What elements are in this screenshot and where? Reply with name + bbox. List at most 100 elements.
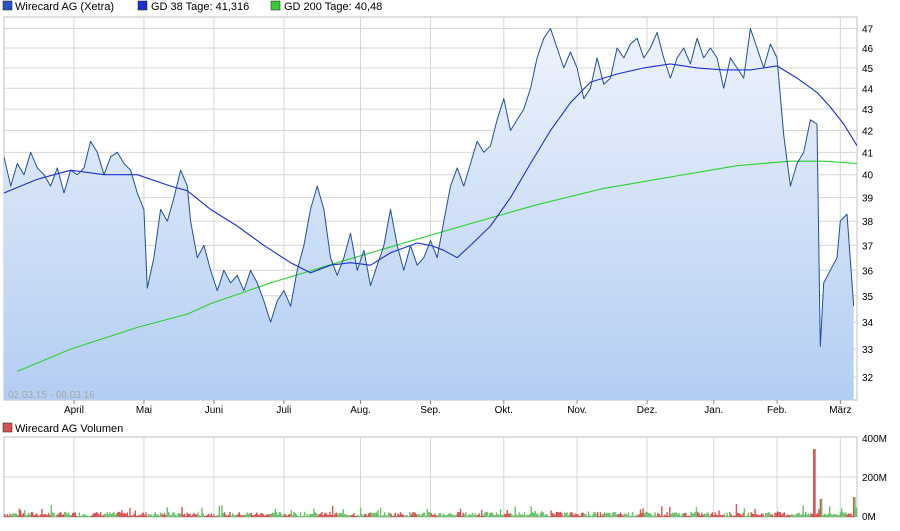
volume-bar	[230, 515, 232, 517]
volume-bar	[317, 515, 319, 517]
volume-bar	[218, 505, 220, 517]
price-tick-label: 45	[862, 64, 874, 75]
volume-bar	[770, 514, 772, 517]
volume-bar	[853, 497, 855, 517]
volume-bar	[370, 512, 372, 517]
volume-bar	[499, 509, 502, 517]
volume-bar	[701, 512, 703, 517]
volume-bar	[619, 512, 622, 517]
volume-bar	[849, 513, 851, 517]
volume-bar	[834, 514, 836, 517]
volume-bar	[537, 513, 539, 517]
volume-bar	[498, 514, 500, 517]
volume-bar	[431, 514, 434, 517]
volume-bar	[290, 510, 292, 517]
volume-bar	[49, 515, 51, 517]
volume-bar	[470, 515, 472, 517]
volume-bar	[518, 512, 520, 517]
volume-bar	[166, 507, 168, 517]
volume-bar	[665, 515, 667, 517]
volume-bar	[463, 514, 466, 517]
price-line	[4, 28, 855, 347]
volume-bar	[151, 515, 154, 517]
volume-bar	[209, 515, 211, 517]
volume-bar	[590, 516, 592, 517]
volume-bar	[479, 516, 482, 517]
volume-bar	[385, 515, 387, 517]
volume-bar	[265, 515, 267, 517]
volume-bar	[450, 514, 452, 517]
volume-bar	[169, 514, 171, 517]
volume-bar	[622, 515, 624, 517]
volume-bar	[185, 515, 187, 517]
volume-bar	[287, 514, 290, 517]
volume-bar	[713, 515, 715, 517]
month-label: Mai	[136, 405, 152, 416]
volume-bar	[101, 515, 103, 517]
volume-bar	[202, 513, 204, 517]
volume-bar	[438, 513, 440, 517]
volume-bar	[82, 514, 84, 517]
volume-bar	[245, 514, 247, 517]
volume-bar	[337, 514, 339, 517]
volume-bar	[98, 514, 100, 517]
volume-bar	[618, 514, 620, 517]
volume-bar	[367, 513, 370, 517]
volume-bar	[818, 509, 820, 517]
volume-bar	[301, 516, 303, 517]
volume-bar	[270, 513, 272, 517]
date-range-label: 02.03.15 - 08.03.16	[8, 390, 95, 401]
volume-bar	[37, 515, 39, 517]
volume-bar	[251, 515, 254, 517]
volume-bar	[162, 514, 164, 517]
volume-bar	[96, 512, 98, 517]
volume-bar	[398, 514, 400, 517]
volume-bar	[437, 514, 439, 517]
volume-bar	[455, 514, 458, 517]
volume-bar	[22, 513, 25, 517]
volume-bar	[741, 515, 743, 517]
volume-bar	[791, 514, 794, 517]
volume-bar	[242, 514, 244, 517]
volume-bar	[447, 513, 450, 517]
volume-bar	[354, 515, 356, 517]
month-label: Dez.	[637, 405, 658, 416]
price-tick-label: 37	[862, 241, 874, 252]
volume-bar	[485, 511, 487, 517]
volume-bar	[709, 515, 711, 517]
volume-bar	[410, 514, 412, 517]
volume-bar	[766, 513, 768, 517]
volume-bar	[54, 516, 56, 517]
volume-bar	[68, 512, 70, 517]
volume-bar	[190, 515, 192, 517]
volume-bar	[794, 515, 796, 517]
volume-bar	[313, 508, 315, 517]
volume-bar	[189, 513, 191, 517]
volume-bar	[44, 514, 46, 517]
volume-bar	[574, 513, 576, 517]
legend-swatch-price	[2, 0, 13, 11]
volume-bar	[382, 515, 384, 517]
volume-bar	[673, 512, 675, 517]
volume-bar	[599, 512, 602, 517]
volume-bar	[355, 515, 358, 517]
volume-bar	[29, 514, 31, 517]
month-label: Sep.	[420, 405, 441, 416]
volume-bar	[563, 512, 566, 517]
volume-bar	[92, 514, 94, 517]
volume-bar	[298, 516, 300, 517]
volume-bar	[789, 515, 791, 517]
volume-bar	[186, 512, 188, 517]
volume-bar	[727, 515, 730, 517]
volume-bar	[126, 512, 128, 517]
volume-bar	[538, 516, 540, 517]
volume-bar	[427, 511, 430, 517]
volume-bar	[18, 508, 21, 517]
volume-bar	[543, 515, 546, 517]
volume-bar	[20, 510, 22, 517]
volume-bar	[353, 513, 355, 517]
volume-bar	[293, 512, 295, 517]
volume-bar	[181, 507, 183, 517]
volume-bar	[223, 512, 226, 517]
volume-bar	[112, 513, 114, 517]
